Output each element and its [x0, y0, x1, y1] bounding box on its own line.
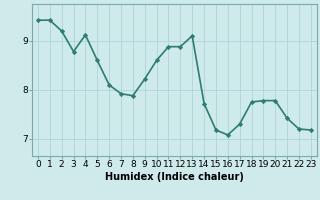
X-axis label: Humidex (Indice chaleur): Humidex (Indice chaleur) [105, 172, 244, 182]
